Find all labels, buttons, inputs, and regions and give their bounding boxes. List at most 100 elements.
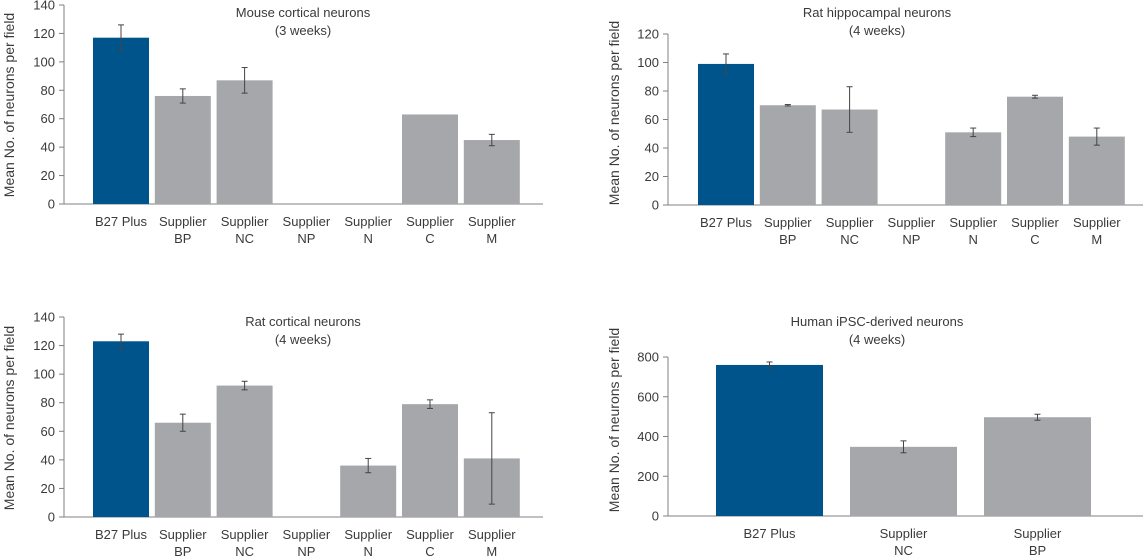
x-tick-label-line: Supplier [159,527,207,542]
x-tick-label: B27 Plus [700,215,753,230]
x-tick-label: Supplier BP [159,527,207,556]
x-tick-label-line: Supplier [468,214,516,229]
x-tick-label-line: Supplier [283,527,331,542]
x-tick-label: Supplier N [344,214,392,246]
bar [463,140,520,204]
x-tick-label-line: Supplier [764,215,812,230]
x-tick-label: Supplier BP [764,215,812,247]
y-axis-label: Mean No. of neurons per field [606,21,622,205]
y-tick-label: 0 [48,510,55,525]
x-tick-label-line: NC [894,543,913,556]
y-tick-label: 0 [48,197,55,212]
x-tick-label: Supplier NC [880,526,928,556]
x-tick-label: Supplier NC [221,527,269,556]
y-tick-label: 40 [645,141,659,156]
x-tick-label-line: M [486,544,497,556]
x-tick-label-line: NP [297,544,315,556]
y-tick-label: 200 [637,469,659,484]
x-tick-label: Supplier C [1011,215,1059,247]
y-tick-label: 60 [645,112,659,127]
bar [759,105,816,205]
x-tick-label: Supplier M [1073,215,1121,247]
y-tick-label: 140 [33,310,55,325]
y-tick-label: 120 [33,26,55,41]
y-tick-label: 120 [33,338,55,353]
x-tick-label-line: NC [235,231,254,246]
bar [945,132,1002,205]
x-tick-label-line: Supplier [221,527,269,542]
x-tick-label-line: Supplier [283,214,331,229]
chart-subtitle: (3 weeks) [275,23,331,38]
x-tick-label-line: C [425,231,434,246]
y-tick-label: 600 [637,389,659,404]
x-tick-label: Supplier M [468,214,516,246]
x-tick-label-line: Supplier [1011,215,1059,230]
x-tick-label-line: Supplier [344,527,392,542]
x-tick-label: Supplier NP [283,527,331,556]
x-tick-label-line: Supplier [468,527,516,542]
x-tick-label-line: Supplier [1014,526,1062,541]
y-tick-label: 100 [637,55,659,70]
y-tick-label: 100 [33,367,55,382]
chart-title: Rat hippocampal neurons [803,5,952,20]
x-tick-label: Supplier BP [159,214,207,246]
y-tick-label: 400 [637,429,659,444]
y-tick-label: 0 [652,198,659,213]
chart-subtitle: (4 weeks) [849,23,905,38]
bar [93,341,149,517]
bar [716,364,823,516]
x-tick-label-line: BP [174,544,191,556]
x-tick-label-line: Supplier [344,214,392,229]
bar [340,465,397,517]
x-tick-label: Supplier N [344,527,392,556]
x-tick-label-line: NC [235,544,254,556]
x-tick-label: Supplier C [406,527,454,556]
x-tick-label-line: BP [174,231,191,246]
x-tick-label-line: NP [902,232,920,247]
x-tick-label-line: Supplier [406,527,454,542]
x-tick-label: B27 Plus [95,527,148,542]
x-tick-label-line: B27 Plus [743,526,796,541]
y-tick-label: 40 [41,140,55,155]
x-tick-label: Supplier BP [1014,526,1062,556]
y-tick-label: 0 [652,509,659,524]
bar [154,422,211,517]
chart-title: Rat cortical neurons [245,314,361,329]
x-tick-label-line: N [364,544,373,556]
x-tick-label-line: NP [297,231,315,246]
x-tick-label-line: B27 Plus [700,215,753,230]
x-tick-label-line: BP [1029,543,1046,556]
x-tick-label: B27 Plus [743,526,796,541]
x-tick-label-line: C [425,544,434,556]
x-tick-label: Supplier NP [888,215,936,247]
y-tick-label: 60 [41,111,55,126]
x-tick-label-line: Supplier [406,214,454,229]
chart-rat-hippocampal: Rat hippocampal neurons (4 weeks) Mean N… [606,5,1143,247]
x-tick-label: Supplier C [406,214,454,246]
y-tick-label: 60 [41,424,55,439]
x-tick-label: Supplier N [949,215,997,247]
y-tick-label: 80 [41,395,55,410]
bar [402,404,458,517]
y-axis-label: Mean No. of neurons per field [606,328,622,512]
bar [93,37,149,204]
x-tick-label-line: M [486,231,497,246]
y-tick-label: 20 [41,168,55,183]
y-axis-label: Mean No. of neurons per field [1,13,17,197]
x-tick-label-line: Supplier [880,526,928,541]
bar [1007,96,1063,205]
y-tick-label: 140 [33,0,55,13]
x-tick-label-line: Supplier [221,214,269,229]
y-tick-label: 80 [41,83,55,98]
chart-human-ipsc: Human iPSC-derived neurons (4 weeks) Mea… [606,314,1143,556]
y-tick-label: 20 [645,169,659,184]
y-tick-label: 100 [33,54,55,69]
bar [402,114,458,204]
chart-subtitle: (4 weeks) [849,332,905,347]
chart-mouse-cortical: Mouse cortical neurons (3 weeks) Mean No… [1,0,543,246]
y-axis-label: Mean No. of neurons per field [1,326,17,510]
x-tick-label-line: BP [779,232,796,247]
y-tick-label: 20 [41,481,55,496]
x-tick-label-line: B27 Plus [95,214,148,229]
